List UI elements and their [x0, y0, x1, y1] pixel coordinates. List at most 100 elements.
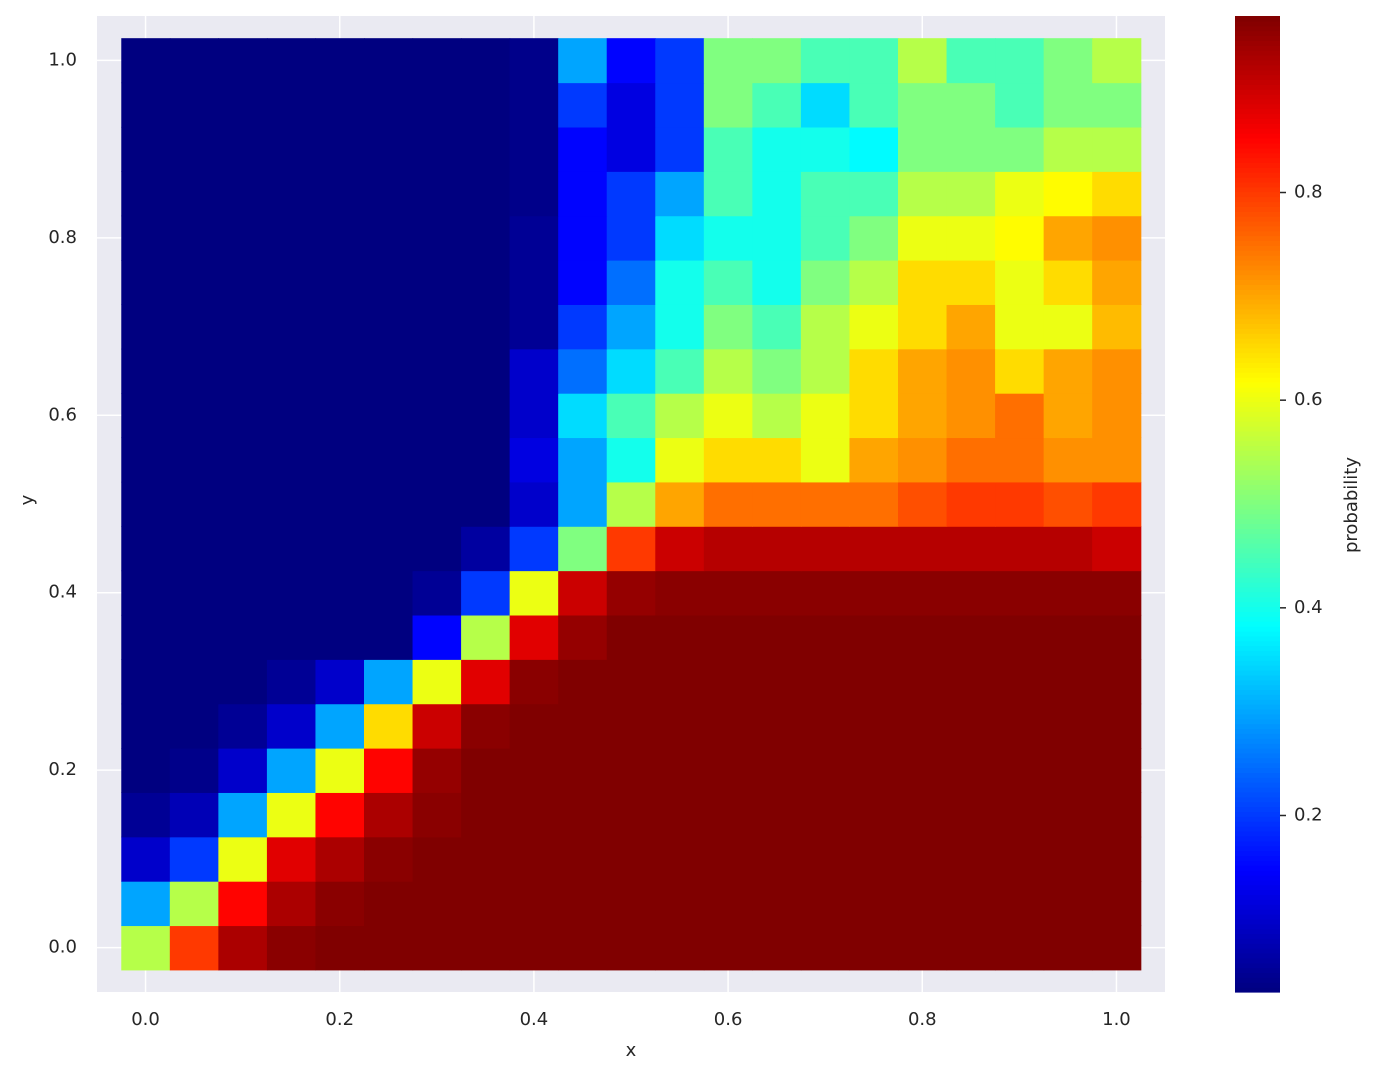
- heatmap-cell: [800, 659, 851, 705]
- colorbar-step: [1235, 64, 1280, 71]
- heatmap-cell: [703, 126, 753, 172]
- colorbar-step: [1235, 626, 1280, 632]
- heatmap-cell: [412, 437, 462, 483]
- heatmap-cell: [121, 526, 171, 572]
- heatmap-cell: [752, 748, 802, 793]
- heatmap-cell: [752, 703, 802, 749]
- colorbar-step: [1235, 684, 1280, 691]
- heatmap-cell: [218, 481, 268, 527]
- colorbar-step: [1235, 650, 1280, 656]
- heatmap-cell: [849, 481, 899, 527]
- heatmap-cell: [266, 82, 317, 128]
- colorbar-step: [1235, 303, 1280, 310]
- colorbar-step: [1235, 840, 1280, 847]
- colorbar-step: [1235, 845, 1280, 852]
- colorbar-step: [1235, 504, 1280, 510]
- heatmap-cell: [509, 38, 559, 84]
- heatmap-cell: [703, 437, 753, 483]
- heatmap-cell: [800, 481, 851, 527]
- heatmap-cell: [315, 881, 365, 927]
- heatmap-cell: [752, 925, 802, 971]
- heatmap-cell: [606, 171, 656, 217]
- colorbar-step: [1235, 108, 1280, 115]
- colorbar-step: [1235, 572, 1280, 578]
- heatmap-cell: [218, 82, 268, 128]
- heatmap-cell: [1043, 748, 1093, 793]
- colorbar-step: [1235, 35, 1280, 41]
- heatmap-cell: [412, 881, 462, 927]
- heatmap-cell: [121, 437, 171, 483]
- heatmap-cell: [218, 38, 268, 84]
- colorbar-step: [1235, 533, 1280, 539]
- heatmap-cell: [412, 171, 462, 217]
- heatmap-cell: [800, 748, 851, 793]
- heatmap-cell: [412, 748, 462, 793]
- heatmap-cell: [218, 836, 268, 882]
- heatmap-cell: [995, 792, 1045, 838]
- heatmap-cell: [752, 126, 802, 172]
- heatmap-cell: [509, 792, 559, 838]
- heatmap-cell: [121, 82, 171, 128]
- heatmap-cell: [655, 215, 705, 261]
- heatmap-cell: [218, 614, 268, 660]
- colorbar-step: [1235, 479, 1280, 486]
- colorbar-step: [1235, 45, 1280, 51]
- colorbar-step: [1235, 582, 1280, 588]
- heatmap-cell: [169, 881, 219, 927]
- heatmap-cell: [315, 526, 365, 572]
- colorbar-step: [1235, 860, 1280, 866]
- colorbar-step: [1235, 733, 1280, 739]
- heatmap-cell: [412, 38, 462, 84]
- colorbar-step: [1235, 206, 1280, 212]
- colorbar-step: [1235, 103, 1280, 110]
- heatmap-cell: [703, 703, 753, 749]
- colorbar-step: [1235, 152, 1280, 159]
- heatmap-cell: [1092, 659, 1142, 705]
- heatmap-cell: [218, 526, 268, 572]
- colorbar-step: [1235, 577, 1280, 583]
- heatmap-cell: [121, 304, 171, 350]
- heatmap-cell: [121, 792, 171, 838]
- heatmap-cell: [266, 437, 317, 483]
- heatmap-cell: [752, 881, 802, 927]
- heatmap-cell: [703, 304, 753, 350]
- heatmap-cell: [218, 260, 268, 305]
- colorbar-step: [1235, 181, 1280, 188]
- colorbar-step: [1235, 748, 1280, 754]
- heatmap-cell: [461, 393, 511, 439]
- heatmap-cell: [1092, 792, 1142, 838]
- colorbar-step: [1235, 508, 1280, 515]
- heatmap-cell: [461, 792, 511, 838]
- heatmap-cell: [1092, 614, 1142, 660]
- colorbar-step: [1235, 50, 1280, 56]
- heatmap-cell: [995, 348, 1045, 394]
- colorbar-step: [1235, 74, 1280, 81]
- colorbar-step: [1235, 513, 1280, 520]
- heatmap-cell: [169, 836, 219, 882]
- colorbar-step: [1235, 177, 1280, 183]
- heatmap-cell: [121, 881, 171, 927]
- heatmap-cell: [655, 792, 705, 838]
- heatmap-cell: [995, 171, 1045, 217]
- heatmap-cell: [898, 348, 948, 394]
- heatmap-cell: [800, 82, 851, 128]
- heatmap-cell: [461, 38, 511, 84]
- heatmap-cell: [1043, 659, 1093, 705]
- colorbar-step: [1235, 16, 1280, 22]
- colorbar-step: [1235, 889, 1280, 895]
- heatmap-cell: [800, 437, 851, 483]
- colorbar-step: [1235, 909, 1280, 915]
- colorbar-step: [1235, 172, 1280, 178]
- heatmap-cell: [800, 215, 851, 261]
- heatmap-cell: [315, 171, 365, 217]
- heatmap-cell: [315, 703, 365, 749]
- colorbar-step: [1235, 694, 1280, 700]
- heatmap-cell: [655, 614, 705, 660]
- heatmap-cell: [1043, 38, 1093, 84]
- colorbar-step: [1235, 616, 1280, 622]
- colorbar-step: [1235, 938, 1280, 944]
- heatmap-cell: [752, 570, 802, 616]
- heatmap-cell: [266, 215, 317, 261]
- colorbar-step: [1235, 689, 1280, 695]
